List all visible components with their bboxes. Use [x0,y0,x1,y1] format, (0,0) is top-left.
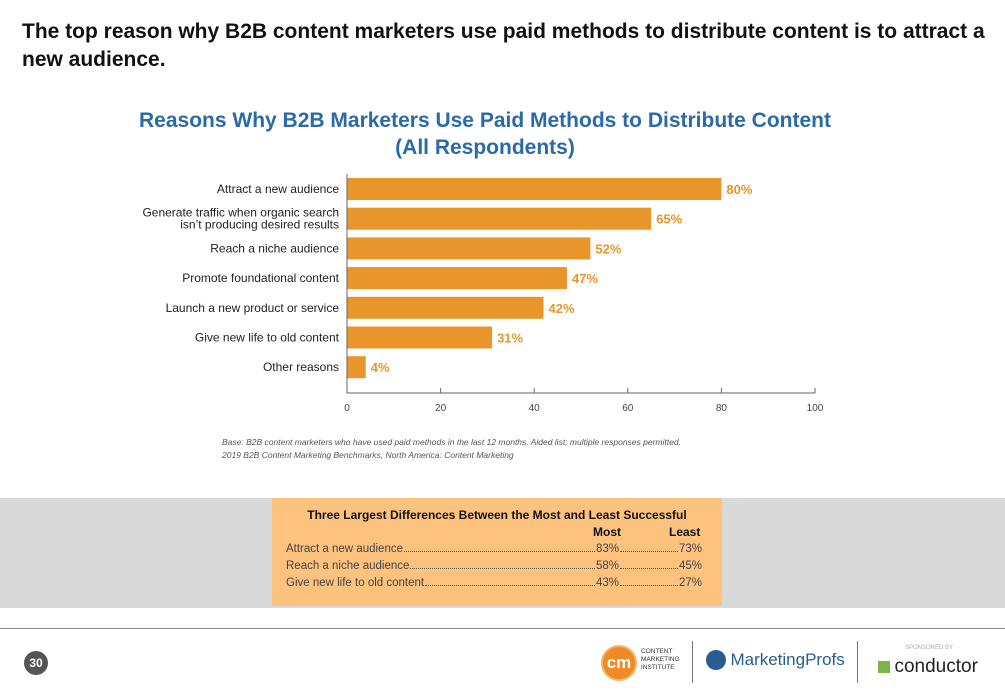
data-label: 4% [371,360,390,375]
data-label: 52% [595,241,621,256]
bar [347,207,652,230]
conductor-text: conductor [894,656,978,677]
difference-row: Reach a niche audience 58% 45% [286,560,702,572]
row-label: Give new life to old content [286,577,425,589]
row-label: Attract a new audience [286,543,403,555]
least-value: 45% [678,560,702,572]
chart-subtitle: (All Respondents) [395,136,575,159]
cmi-logo-text: CONTENT MARKETING INSTITUTE [641,648,680,671]
most-value: 83% [595,543,619,555]
leader-dots [619,584,678,586]
x-tick-label: 60 [622,403,634,414]
most-value: 58% [595,560,619,572]
row-label: Reach a niche audience [286,560,410,572]
data-label: 42% [549,301,575,316]
differences-title: Three Largest Differences Between the Mo… [307,508,687,522]
x-tick-label: 100 [807,403,824,414]
bar [347,326,493,349]
category-label: isn’t producing desired results [180,218,339,232]
difference-row: Give new life to old content 43% 27% [286,577,702,589]
conductor-logo: conductor [878,656,978,678]
x-tick-label: 80 [716,403,728,414]
source-note: 2019 B2B Content Marketing Benchmarks, N… [222,450,514,460]
leader-dots [619,550,678,552]
logo-divider [692,641,693,683]
category-label: Other reasons [263,360,339,374]
data-label: 65% [656,212,682,227]
bar [347,178,722,200]
col-most: Most [593,525,621,539]
most-value: 43% [595,577,619,589]
chart-title: Reasons Why B2B Marketers Use Paid Metho… [139,109,831,132]
leader-dots [404,550,595,552]
x-tick-label: 40 [529,403,541,414]
data-label: 47% [572,271,598,286]
bar-chart: 80% Attract a new audience 65% Generate tra… [142,174,824,414]
bar [347,267,567,290]
leader-dots [425,584,595,586]
bar [347,237,591,260]
leader-dots [619,567,678,569]
data-label: 31% [497,331,523,346]
category-label: Give new life to old content [195,331,340,345]
col-least: Least [669,525,701,539]
footer-rule [0,628,1005,629]
category-label: Launch a new product or service [166,301,340,315]
leader-dots [410,567,595,569]
marketingprofs-text: MarketingProfs [730,650,845,669]
marketingprofs-logo: MarketingProfs [706,650,845,670]
bar [347,356,366,379]
cmi-logo: cm CONTENT MARKETING INSTITUTE [601,643,691,681]
page-number: 30 [24,651,48,675]
bar [347,296,544,319]
least-value: 73% [678,543,702,555]
data-label: 80% [726,182,752,197]
category-label: Attract a new audience [217,182,339,196]
category-label: Generate traffic when organic search [142,206,339,220]
base-note: Base: B2B content marketers who have use… [222,437,681,447]
x-tick-label: 20 [435,403,447,414]
logo-divider [857,641,858,683]
sponsored-by: SPONSORED BY [905,645,954,651]
headline: The top reason why B2B content marketers… [22,20,985,71]
category-label: Promote foundational content [182,271,339,285]
conductor-mark-icon [878,661,890,673]
differences-box: Three Largest Differences Between the Mo… [272,498,722,606]
least-value: 27% [678,577,702,589]
category-label: Reach a niche audience [210,241,339,255]
difference-row: Attract a new audience 83% 73% [286,543,702,555]
x-tick-label: 0 [344,403,350,414]
globe-icon [706,650,726,670]
